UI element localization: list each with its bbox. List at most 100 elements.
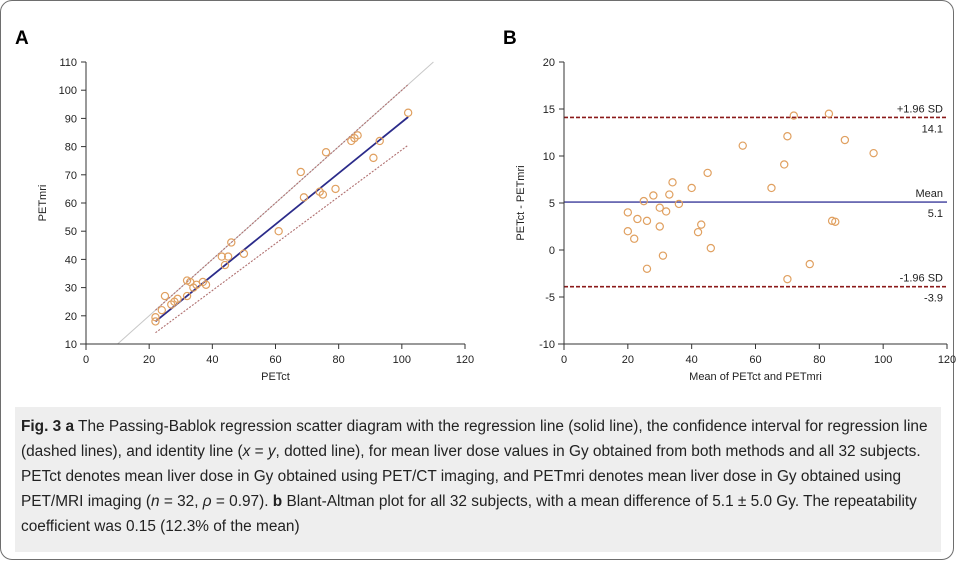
b-data-point: [661, 207, 671, 216]
b-y-tick-label: -5: [545, 292, 555, 304]
a-data-point: [296, 167, 305, 177]
a-y-axis-label: PETmri: [37, 185, 49, 222]
b-data-point: [824, 109, 834, 118]
b-x-tick-label: 100: [874, 354, 892, 366]
caption-n-sym: n: [151, 493, 160, 510]
b-data-point: [630, 234, 639, 243]
a-data-point: [151, 317, 160, 326]
b-upper-loa-label: +1.96 SD: [897, 103, 943, 115]
a-y-tick-label: 10: [65, 339, 77, 351]
a-data-point: [239, 249, 249, 258]
b-data-point: [738, 141, 747, 150]
b-x-tick-label: 0: [561, 354, 567, 366]
a-y-tick-label: 100: [59, 85, 77, 97]
b-data-point: [831, 217, 840, 226]
b-data-point: [655, 203, 664, 212]
b-data-point: [623, 226, 633, 236]
b-y-tick-label: 15: [543, 104, 555, 116]
b-data-point: [840, 135, 850, 145]
b-x-tick-label: 20: [622, 354, 634, 366]
a-data-point: [182, 291, 192, 301]
b-data-point: [642, 216, 652, 226]
a-x-tick-label: 60: [269, 354, 281, 366]
b-data-point: [665, 190, 674, 199]
b-data-point: [767, 183, 776, 193]
b-mean-label: Mean: [915, 188, 943, 200]
b-y-tick-label: 5: [549, 198, 555, 210]
a-y-tick-label: 40: [65, 254, 77, 266]
b-data-point: [668, 178, 677, 187]
b-x-tick-label: 40: [686, 354, 698, 366]
b-x-tick-label: 120: [938, 354, 956, 366]
a-data-point: [331, 184, 340, 194]
a-data-point: [369, 153, 378, 163]
caption-part-a-text-1: The Passing-Bablok regression scatter di…: [21, 418, 928, 460]
b-data-point: [674, 199, 684, 209]
a-x-tick-label: 120: [456, 354, 474, 366]
b-y-axis-label: PETct - PETmri: [515, 165, 527, 240]
b-data-point: [649, 191, 658, 200]
a-data-point: [173, 294, 182, 304]
a-data-point: [201, 280, 211, 289]
a-data-point: [223, 252, 233, 261]
a-x-axis-label: PETct: [261, 371, 290, 383]
b-x-tick-label: 60: [749, 354, 761, 366]
a-data-point: [318, 190, 328, 199]
a-data-point: [353, 131, 362, 140]
a-x-tick-label: 40: [206, 354, 218, 366]
a-data-point: [403, 108, 413, 117]
caption-rho-sym: ρ: [202, 493, 212, 510]
a-x-tick-label: 20: [143, 354, 155, 366]
a-x-tick-label: 0: [83, 354, 89, 366]
panel-a-letter: A: [15, 28, 29, 49]
b-data-point: [869, 148, 878, 158]
a-data-point: [220, 260, 230, 270]
a-data-point: [375, 136, 384, 146]
b-data-point: [789, 111, 799, 120]
caption-part-b-text: Blant-Altman plot for all 32 subjects, w…: [21, 493, 917, 535]
caption-eq-x: x: [242, 443, 251, 460]
b-x-tick-label: 80: [813, 354, 825, 366]
caption-part-a-text-2: , dotted line), for mean liver dose valu…: [21, 443, 921, 510]
figure-caption: Fig. 3 a The Passing-Bablok regression s…: [15, 407, 941, 552]
caption-eq-y: y: [267, 443, 276, 460]
a-data-point: [321, 148, 331, 157]
a-y-tick-label: 80: [65, 142, 77, 154]
a-data-point: [217, 252, 227, 261]
a-y-tick-label: 90: [65, 113, 77, 125]
b-data-point: [706, 243, 716, 253]
b-y-tick-label: 0: [549, 245, 555, 257]
b-data-point: [658, 251, 668, 260]
b-data-point: [693, 227, 703, 237]
b-lower-loa-label: -1.96 SD: [900, 273, 943, 285]
b-data-point: [655, 222, 664, 231]
caption-n-val: = 32,: [159, 493, 203, 510]
a-x-tick-label: 100: [393, 354, 411, 366]
caption-part-a-letter: a: [65, 418, 75, 435]
a-y-tick-label: 50: [65, 226, 77, 238]
b-data-point: [633, 214, 642, 224]
a-data-point: [299, 193, 309, 202]
a-ci-upper-line: [155, 84, 409, 311]
b-data-point: [805, 259, 814, 269]
caption-fig-label: Fig. 3: [21, 418, 62, 435]
caption-rho-val: = 0.97).: [211, 493, 269, 510]
a-y-tick-label: 110: [59, 57, 77, 69]
a-data-point: [227, 238, 236, 247]
b-upper-loa-value: 14.1: [922, 123, 943, 135]
caption-part-b-letter: b: [272, 493, 283, 510]
caption-eq-mid: =: [250, 443, 268, 460]
a-x-tick-label: 80: [333, 354, 345, 366]
a-y-tick-label: 20: [65, 311, 77, 323]
a-data-point: [151, 313, 160, 322]
b-data-point: [783, 132, 792, 141]
b-data-point: [639, 196, 648, 206]
b-data-point: [780, 160, 789, 169]
b-data-point: [697, 220, 706, 229]
b-data-point: [783, 274, 792, 284]
b-data-point: [687, 183, 696, 193]
b-mean-value: 5.1: [928, 208, 943, 220]
